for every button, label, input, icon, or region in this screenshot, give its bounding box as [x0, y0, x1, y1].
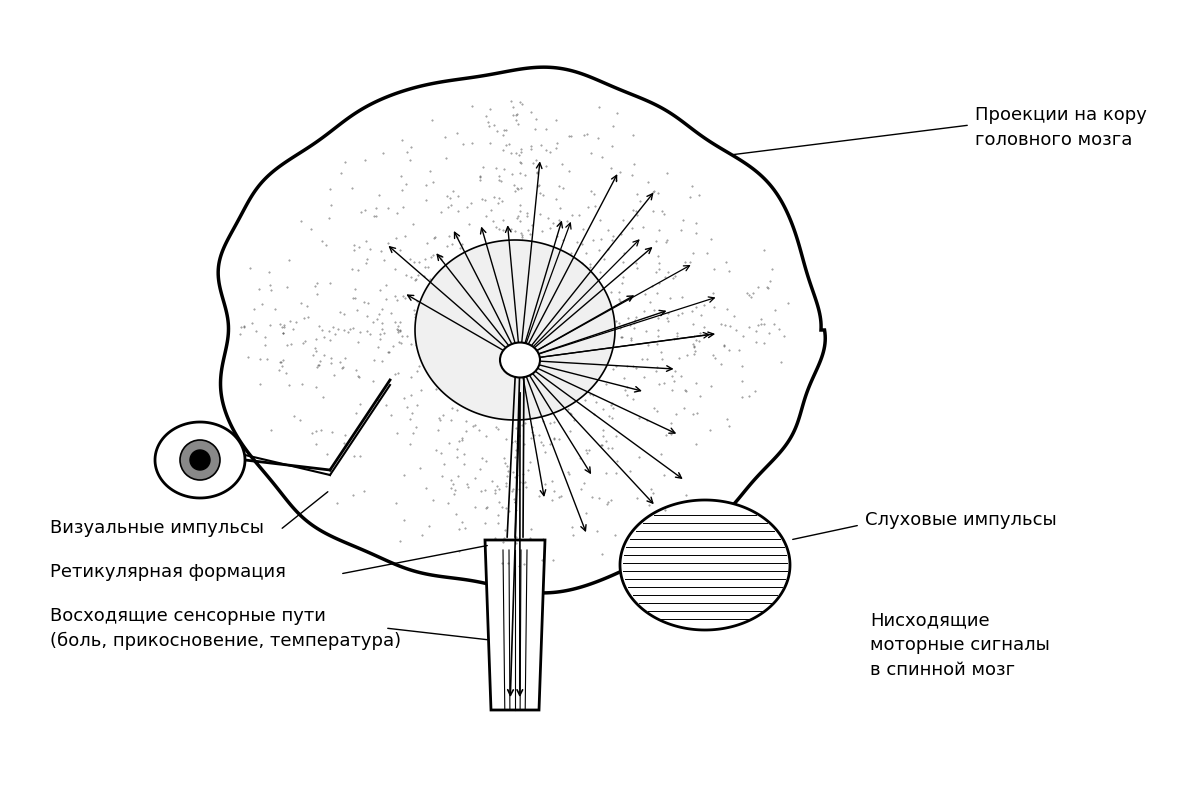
Text: в спинной мозг: в спинной мозг: [870, 661, 1015, 679]
Polygon shape: [485, 540, 545, 710]
Text: головного мозга: головного мозга: [975, 131, 1133, 149]
Polygon shape: [415, 240, 615, 420]
Text: Нисходящие: Нисходящие: [870, 611, 990, 629]
Polygon shape: [620, 500, 790, 630]
Polygon shape: [155, 422, 244, 498]
Text: Слуховые импульсы: Слуховые импульсы: [864, 511, 1057, 529]
Text: Ретикулярная формация: Ретикулярная формация: [51, 563, 285, 581]
Circle shape: [181, 440, 220, 480]
Circle shape: [190, 450, 209, 470]
Text: (боль, прикосновение, температура): (боль, прикосновение, температура): [51, 632, 401, 650]
Ellipse shape: [500, 342, 541, 378]
Text: Проекции на кору: Проекции на кору: [975, 106, 1147, 124]
Text: Визуальные импульсы: Визуальные импульсы: [51, 519, 264, 537]
Text: Восходящие сенсорные пути: Восходящие сенсорные пути: [51, 607, 326, 625]
Polygon shape: [218, 67, 825, 593]
Text: моторные сигналы: моторные сигналы: [870, 636, 1050, 654]
